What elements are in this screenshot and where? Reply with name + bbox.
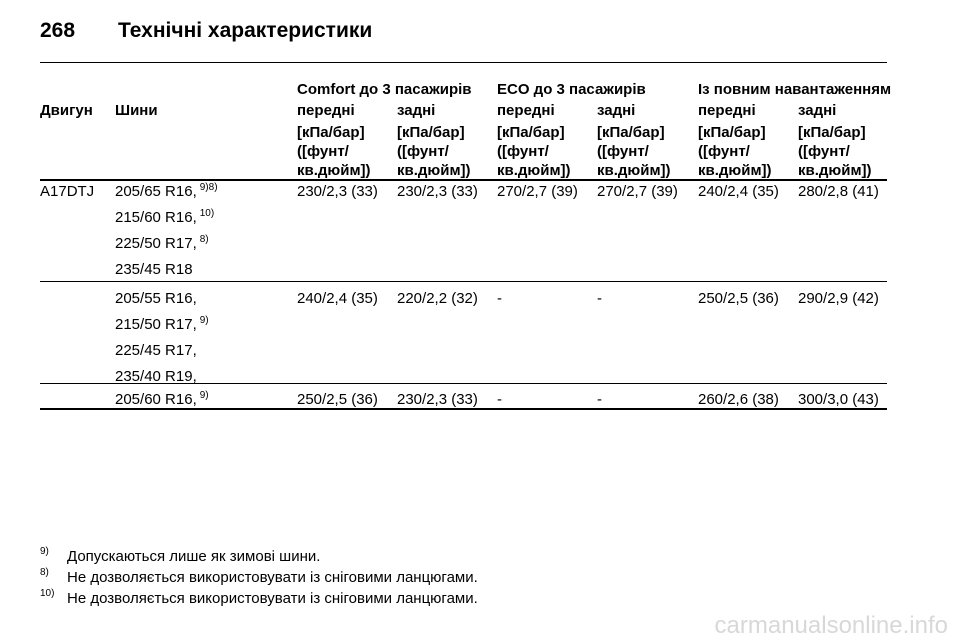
tyre-size: 215/50 R17, bbox=[115, 316, 197, 333]
footnote-text: Не дозволяється використовувати із сніго… bbox=[67, 590, 478, 607]
column-header: передні bbox=[297, 102, 355, 119]
column-header: Шини bbox=[115, 102, 158, 119]
tyre: 235/40 R19, bbox=[115, 368, 197, 386]
unit-header: [кПа/бар] ([фунт/ кв.дюйм]) bbox=[497, 124, 571, 179]
rule bbox=[40, 281, 887, 282]
pressure: 240/2,4 (35) bbox=[297, 290, 378, 307]
rule bbox=[40, 383, 887, 384]
pressure: 280/2,8 (41) bbox=[798, 183, 879, 200]
watermark: carmanualsonline.info bbox=[714, 612, 948, 639]
footnote-text: Не дозволяється використовувати із сніго… bbox=[67, 569, 478, 586]
group-header: Із повним навантаженням bbox=[698, 81, 892, 98]
column-header: задні bbox=[798, 102, 837, 119]
pressure: 270/2,7 (39) bbox=[497, 183, 578, 200]
tyre: 205/60 R16, 9) bbox=[115, 391, 209, 409]
tyre-size: 235/45 R18 bbox=[115, 261, 193, 278]
pressure: 290/2,9 (42) bbox=[798, 290, 879, 307]
tyre-size: 205/55 R16, bbox=[115, 290, 197, 307]
tyre-size: 235/40 R19, bbox=[115, 368, 197, 385]
tyre: 225/45 R17, bbox=[115, 342, 197, 360]
tyre-size: 225/45 R17, bbox=[115, 342, 197, 359]
tyre-size: 205/60 R16, bbox=[115, 391, 197, 408]
page-title: Технічні характеристики bbox=[118, 19, 373, 42]
column-header: Двигун bbox=[40, 102, 93, 119]
footnote-ref: 8) bbox=[199, 234, 209, 245]
tyre-size: 225/50 R17, bbox=[115, 235, 197, 252]
engine: A17DTJ bbox=[40, 183, 95, 200]
tyre-size: 205/65 R16, bbox=[115, 183, 197, 200]
column-header: задні bbox=[597, 102, 636, 119]
rule bbox=[40, 408, 887, 410]
pressure: 250/2,5 (36) bbox=[698, 290, 779, 307]
rule bbox=[40, 179, 887, 181]
tyre: 205/65 R16, 9)8) bbox=[115, 183, 218, 201]
rule bbox=[40, 62, 887, 63]
pressure: - bbox=[497, 391, 502, 408]
footnote-mark: 9) bbox=[40, 546, 49, 557]
pressure: 250/2,5 (36) bbox=[297, 391, 378, 408]
unit-header: [кПа/бар] ([фунт/ кв.дюйм]) bbox=[698, 124, 772, 179]
column-header: передні bbox=[698, 102, 756, 119]
tyre: 215/60 R16, 10) bbox=[115, 209, 214, 227]
pressure: 240/2,4 (35) bbox=[698, 183, 779, 200]
pressure: 230/2,3 (33) bbox=[297, 183, 378, 200]
tyre: 215/50 R17, 9) bbox=[115, 316, 209, 334]
pressure: 230/2,3 (33) bbox=[397, 391, 478, 408]
unit-header: [кПа/бар] ([фунт/ кв.дюйм]) bbox=[397, 124, 471, 179]
footnote-ref: 10) bbox=[199, 208, 215, 219]
footnote-mark: 8) bbox=[40, 567, 49, 578]
pressure: 300/3,0 (43) bbox=[798, 391, 879, 408]
tyre: 225/50 R17, 8) bbox=[115, 235, 209, 253]
column-header: передні bbox=[497, 102, 555, 119]
page-number: 268 bbox=[40, 19, 76, 42]
group-header: Comfort до 3 пасажирів bbox=[297, 81, 472, 98]
footnote-text: Допускаються лише як зимові шини. bbox=[67, 548, 321, 565]
unit-header: [кПа/бар] ([фунт/ кв.дюйм]) bbox=[297, 124, 371, 179]
unit-header: [кПа/бар] ([фунт/ кв.дюйм]) bbox=[597, 124, 671, 179]
pressure: - bbox=[597, 391, 602, 408]
column-header: задні bbox=[397, 102, 436, 119]
footnote-ref: 9)8) bbox=[199, 182, 218, 193]
footnote-ref: 9) bbox=[199, 390, 209, 401]
tyre-size: 215/60 R16, bbox=[115, 209, 197, 226]
pressure: - bbox=[597, 290, 602, 307]
pressure: - bbox=[497, 290, 502, 307]
unit-header: [кПа/бар] ([фунт/ кв.дюйм]) bbox=[798, 124, 872, 179]
tyre: 205/55 R16, bbox=[115, 290, 197, 308]
pressure: 260/2,6 (38) bbox=[698, 391, 779, 408]
footnote-mark: 10) bbox=[40, 588, 55, 599]
footnote-ref: 9) bbox=[199, 315, 209, 326]
pressure: 220/2,2 (32) bbox=[397, 290, 478, 307]
group-header: ECO до 3 пасажирів bbox=[497, 81, 646, 98]
pressure: 270/2,7 (39) bbox=[597, 183, 678, 200]
pressure: 230/2,3 (33) bbox=[397, 183, 478, 200]
tyre: 235/45 R18 bbox=[115, 261, 193, 279]
